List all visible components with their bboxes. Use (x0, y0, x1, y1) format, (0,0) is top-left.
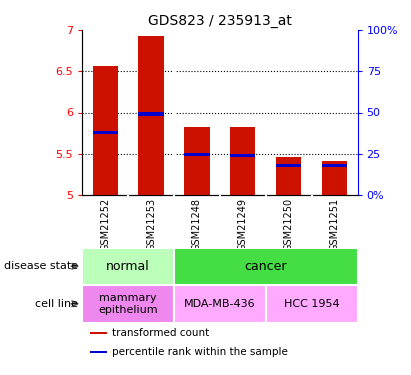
Title: GDS823 / 235913_at: GDS823 / 235913_at (148, 13, 292, 28)
Text: disease state: disease state (4, 261, 78, 271)
Text: transformed count: transformed count (113, 328, 210, 338)
Text: cancer: cancer (245, 260, 287, 273)
Bar (90, 351, 107, 353)
Bar (322, 161, 347, 195)
Text: GSM21253: GSM21253 (146, 198, 156, 251)
Bar (174, 248, 358, 285)
Bar (139, 112, 164, 116)
Bar (276, 164, 301, 167)
Text: MDA-MB-436: MDA-MB-436 (184, 299, 256, 309)
Text: GSM21248: GSM21248 (192, 198, 202, 250)
Text: percentile rank within the sample: percentile rank within the sample (113, 347, 289, 357)
Bar (82, 248, 174, 285)
Bar (174, 285, 266, 322)
Bar (230, 128, 256, 195)
Text: HCC 1954: HCC 1954 (284, 299, 339, 309)
Bar (92, 130, 118, 134)
Bar (276, 157, 301, 195)
Text: cell line: cell line (35, 299, 78, 309)
Text: GSM21249: GSM21249 (238, 198, 248, 250)
Bar (82, 285, 174, 322)
Text: GSM21250: GSM21250 (284, 198, 294, 251)
Bar (230, 154, 256, 157)
Text: GSM21251: GSM21251 (330, 198, 339, 251)
Text: mammary
epithelium: mammary epithelium (98, 293, 158, 315)
Bar (90, 332, 107, 334)
Bar (184, 128, 210, 195)
Bar (92, 66, 118, 195)
Bar (139, 36, 164, 195)
Bar (322, 164, 347, 167)
Bar (184, 153, 210, 156)
Text: GSM21252: GSM21252 (100, 198, 110, 251)
Text: normal: normal (106, 260, 150, 273)
Bar (266, 285, 358, 322)
